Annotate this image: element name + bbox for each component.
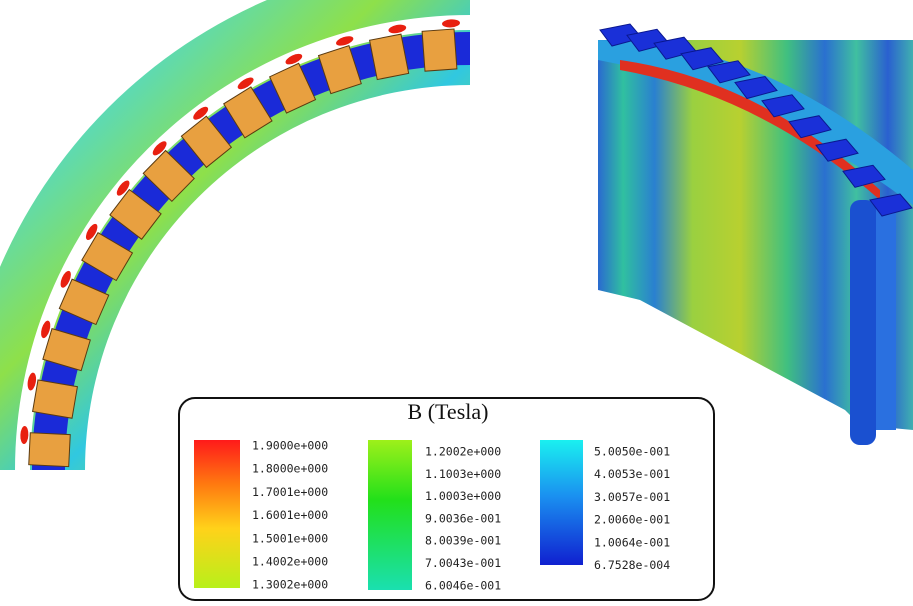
legend-label: 4.0053e-001 bbox=[594, 467, 670, 481]
hotspot bbox=[336, 36, 354, 46]
hotspot bbox=[20, 426, 29, 445]
legend-title: B (Tesla) bbox=[408, 399, 489, 424]
legend-label: 1.1003e+000 bbox=[425, 467, 501, 481]
coil bbox=[58, 278, 110, 326]
legend-label: 1.0064e-001 bbox=[594, 535, 670, 549]
tooth bbox=[707, 60, 751, 84]
legend-label: 1.5001e+000 bbox=[252, 531, 328, 545]
coil bbox=[28, 432, 71, 468]
stator-ring bbox=[0, 0, 470, 470]
tooth bbox=[761, 94, 805, 118]
hotspot bbox=[193, 106, 209, 120]
coil bbox=[268, 62, 317, 114]
hotspot bbox=[41, 320, 51, 339]
legend-label: 1.7001e+000 bbox=[252, 485, 328, 499]
hotspot bbox=[442, 19, 460, 28]
legend-label: 7.0043e-001 bbox=[425, 556, 501, 570]
coil bbox=[368, 33, 410, 81]
tooth bbox=[842, 164, 886, 188]
hotspot bbox=[152, 141, 167, 156]
legend-label: 9.0036e-001 bbox=[425, 511, 501, 525]
coil bbox=[180, 115, 233, 169]
coil bbox=[42, 327, 91, 372]
tooth bbox=[815, 138, 859, 162]
hotspot bbox=[60, 270, 71, 288]
legend-label: 1.9000e+000 bbox=[252, 439, 328, 453]
coil bbox=[421, 28, 458, 72]
legend-label: 1.3002e+000 bbox=[252, 578, 328, 592]
legend-label: 8.0039e-001 bbox=[425, 534, 501, 548]
color-bar bbox=[194, 440, 240, 588]
legend-label: 1.0003e+000 bbox=[425, 489, 501, 503]
color-bar bbox=[540, 440, 583, 565]
legend-label: 1.2002e+000 bbox=[425, 445, 501, 459]
stator-section bbox=[0, 0, 470, 470]
hotspot bbox=[237, 77, 254, 90]
hotspot bbox=[388, 24, 407, 34]
legend-label: 6.7528e-004 bbox=[594, 558, 670, 572]
coil bbox=[109, 188, 162, 240]
stator-3d bbox=[598, 23, 913, 445]
hotspot bbox=[116, 180, 130, 196]
legend-label: 1.4002e+000 bbox=[252, 555, 328, 569]
hotspot bbox=[85, 223, 98, 240]
coil bbox=[32, 379, 78, 419]
hotspot bbox=[27, 372, 37, 391]
legend-label: 2.0060e-001 bbox=[594, 513, 670, 527]
coil bbox=[223, 86, 273, 139]
coil bbox=[317, 45, 362, 95]
legend-label: 6.0046e-001 bbox=[425, 578, 501, 592]
coil bbox=[142, 149, 195, 203]
legend-label: 5.0050e-001 bbox=[594, 445, 670, 459]
tooth bbox=[734, 75, 778, 100]
hotspot bbox=[285, 53, 303, 65]
coil bbox=[81, 231, 134, 282]
color-bar bbox=[368, 440, 412, 590]
legend-label: 3.0057e-001 bbox=[594, 490, 670, 504]
tooth bbox=[680, 47, 724, 71]
tooth bbox=[869, 193, 913, 217]
tooth bbox=[788, 115, 832, 139]
legend-label: 1.6001e+000 bbox=[252, 508, 328, 522]
legend-label: 1.8000e+000 bbox=[252, 462, 328, 476]
